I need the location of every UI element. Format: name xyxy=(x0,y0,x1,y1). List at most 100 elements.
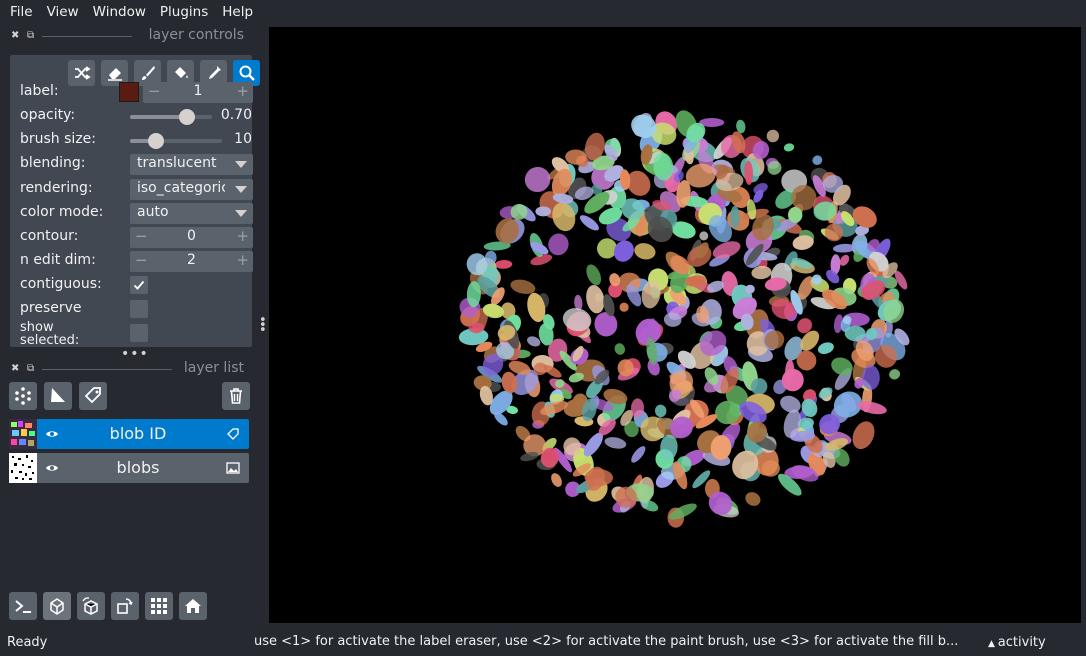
labels-thumbnail xyxy=(9,419,37,449)
label-label: label: xyxy=(20,83,59,99)
increment-icon[interactable]: + xyxy=(236,82,249,100)
label-color-swatch[interactable] xyxy=(119,82,139,102)
label-blob xyxy=(746,199,757,220)
dock-float-icon[interactable]: ⧉ xyxy=(27,30,35,41)
eye-icon[interactable] xyxy=(45,461,59,475)
label-blob xyxy=(596,238,618,259)
activity-label: activity xyxy=(997,635,1046,650)
menu-file[interactable]: File xyxy=(10,4,33,20)
color-picker-button[interactable] xyxy=(200,60,227,86)
increment-icon[interactable]: + xyxy=(236,227,249,245)
label-blob xyxy=(482,303,504,319)
home-icon xyxy=(185,599,201,613)
cube-icon xyxy=(50,598,64,615)
preserve-checkbox[interactable] xyxy=(130,300,148,318)
delete-layer-button[interactable] xyxy=(222,382,250,410)
label-blob xyxy=(592,155,615,171)
layer-controls-panel: label: − 1 + opacity: 0.70 brush size: 1… xyxy=(10,55,260,347)
new-shapes-layer-button[interactable] xyxy=(44,382,72,410)
label-blob xyxy=(669,288,687,306)
decrement-icon[interactable]: − xyxy=(148,82,161,100)
menu-window[interactable]: Window xyxy=(92,4,146,20)
show-selected-checkbox[interactable] xyxy=(130,324,148,342)
n-edit-dim-spinbox[interactable]: − 2 + xyxy=(130,251,253,272)
label-blob xyxy=(732,450,759,480)
eye-icon[interactable] xyxy=(45,427,59,441)
opacity-slider[interactable] xyxy=(130,109,212,125)
labels-rendering xyxy=(458,110,910,528)
label-blob xyxy=(830,254,841,275)
blending-dropdown[interactable]: translucent xyxy=(130,154,253,175)
dock-float-icon[interactable]: ⧉ xyxy=(27,363,35,374)
label-blob xyxy=(791,464,819,482)
label-value[interactable]: 1 xyxy=(193,83,203,99)
dock-splitter-handle[interactable]: • • • xyxy=(259,313,267,338)
grid-view-button[interactable] xyxy=(145,592,173,620)
label-blob xyxy=(584,192,610,214)
menu-plugins[interactable]: Plugins xyxy=(159,4,209,20)
ndisplay-button[interactable] xyxy=(43,592,71,620)
console-button[interactable] xyxy=(9,592,37,620)
viewer-canvas[interactable] xyxy=(269,27,1081,623)
decrement-icon[interactable]: − xyxy=(135,251,148,269)
eraser-button[interactable] xyxy=(101,60,128,86)
opacity-slider-handle[interactable] xyxy=(179,109,196,125)
label-spinbox[interactable]: − 1 + xyxy=(143,82,253,103)
label-blob xyxy=(746,421,768,443)
layer-item-blob-id[interactable]: blob ID xyxy=(9,419,249,449)
layer-name[interactable]: blob ID xyxy=(109,424,167,443)
label-blob xyxy=(515,425,531,442)
layer-item-blobs[interactable]: blobs xyxy=(9,453,249,483)
dock-resize-handle[interactable]: ••• xyxy=(121,346,149,362)
label-blob xyxy=(732,296,757,320)
increment-icon[interactable]: + xyxy=(236,251,249,269)
label-blob xyxy=(579,215,599,231)
label-blob xyxy=(866,258,879,276)
label-blob xyxy=(497,325,516,341)
label-blob xyxy=(527,292,546,322)
label-blob xyxy=(591,184,603,196)
brush-size-slider-handle[interactable] xyxy=(147,133,164,149)
label-blob xyxy=(780,395,801,413)
points-icon xyxy=(15,387,31,405)
zoom-pan-button[interactable] xyxy=(233,60,260,86)
paint-brush-button[interactable] xyxy=(134,60,161,86)
decrement-icon[interactable]: − xyxy=(135,227,148,245)
label-blob xyxy=(586,264,602,286)
dock-close-icon[interactable]: ✖ xyxy=(11,363,20,374)
color-mode-dropdown[interactable]: auto xyxy=(130,203,253,224)
label-blob xyxy=(563,437,581,456)
brush-size-slider[interactable] xyxy=(130,133,222,149)
label-blob xyxy=(624,420,639,438)
label-blob xyxy=(704,367,719,386)
label-blob xyxy=(819,414,841,435)
roll-dimensions-button[interactable] xyxy=(77,592,105,620)
activity-button[interactable]: ▲ activity xyxy=(988,635,1046,650)
label-blob xyxy=(822,175,844,193)
label-blob xyxy=(696,305,710,324)
reset-view-button[interactable] xyxy=(179,592,207,620)
contiguous-checkbox[interactable] xyxy=(130,276,148,294)
fill-bucket-button[interactable] xyxy=(167,60,194,86)
contour-spinbox[interactable]: − 0 + xyxy=(130,227,253,248)
label-blob xyxy=(764,330,785,350)
n-edit-dim-value[interactable]: 2 xyxy=(187,252,196,268)
new-labels-layer-button[interactable] xyxy=(79,382,107,410)
rendering-dropdown[interactable]: iso_categorical xyxy=(130,179,253,200)
label-tools xyxy=(68,60,260,86)
contour-value[interactable]: 0 xyxy=(187,228,196,244)
new-points-layer-button[interactable] xyxy=(9,382,37,410)
shuffle-colors-button[interactable] xyxy=(68,60,95,86)
rendering-row: rendering: iso_categorical xyxy=(20,178,253,200)
brush-size-value: 10 xyxy=(234,131,252,147)
label-blob xyxy=(852,206,877,228)
label-blob xyxy=(618,272,641,293)
dock-close-icon[interactable]: ✖ xyxy=(11,30,20,41)
label-blob xyxy=(634,243,656,260)
layer-name[interactable]: blobs xyxy=(116,458,160,477)
color-mode-label: color mode: xyxy=(20,204,104,220)
label-blob xyxy=(884,318,893,338)
menu-view[interactable]: View xyxy=(46,4,79,20)
menu-help[interactable]: Help xyxy=(222,4,254,20)
transpose-button[interactable] xyxy=(111,592,139,620)
